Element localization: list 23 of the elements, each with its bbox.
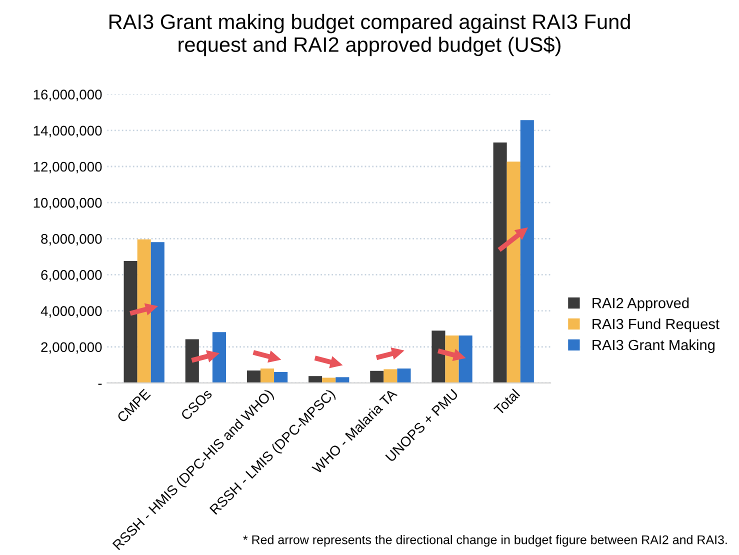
bar — [246, 370, 260, 383]
legend-label: RAI2 Approved — [592, 298, 689, 312]
y-tick-label: 12,000,000 — [34, 162, 102, 174]
bar — [260, 368, 274, 383]
chart-title: RAI3 Grant making budget compared against RAI3 Fund request and RAI2 approved budget (US$) — [110, 14, 630, 56]
text: * Red arrow represents the directional change in budget figure between RAI2 and RAI3. — [243, 535, 727, 547]
bar — [274, 372, 288, 383]
y-tick-label: 4,000,000 — [40, 306, 102, 318]
y-tick-label: 2,000,000 — [41, 342, 102, 354]
bar — [397, 368, 411, 383]
y-tick-label: 16,000,000 — [34, 90, 102, 102]
y-tick-label: 14,000,000 — [34, 126, 102, 138]
bar — [308, 376, 322, 383]
y-tick-label: 10,000,000 — [34, 198, 102, 210]
bar — [384, 369, 398, 383]
legend-label: RAI3 Fund Request — [592, 318, 720, 332]
bar — [322, 378, 336, 383]
legend-label: RAI3 Grant Making — [592, 339, 715, 354]
y-tick-label: 8,000,000 — [41, 234, 102, 246]
bar — [336, 377, 350, 383]
y-tick-label: - — [98, 384, 102, 385]
y-tick-label: 6,000,000 — [41, 270, 102, 282]
bar — [370, 370, 384, 383]
